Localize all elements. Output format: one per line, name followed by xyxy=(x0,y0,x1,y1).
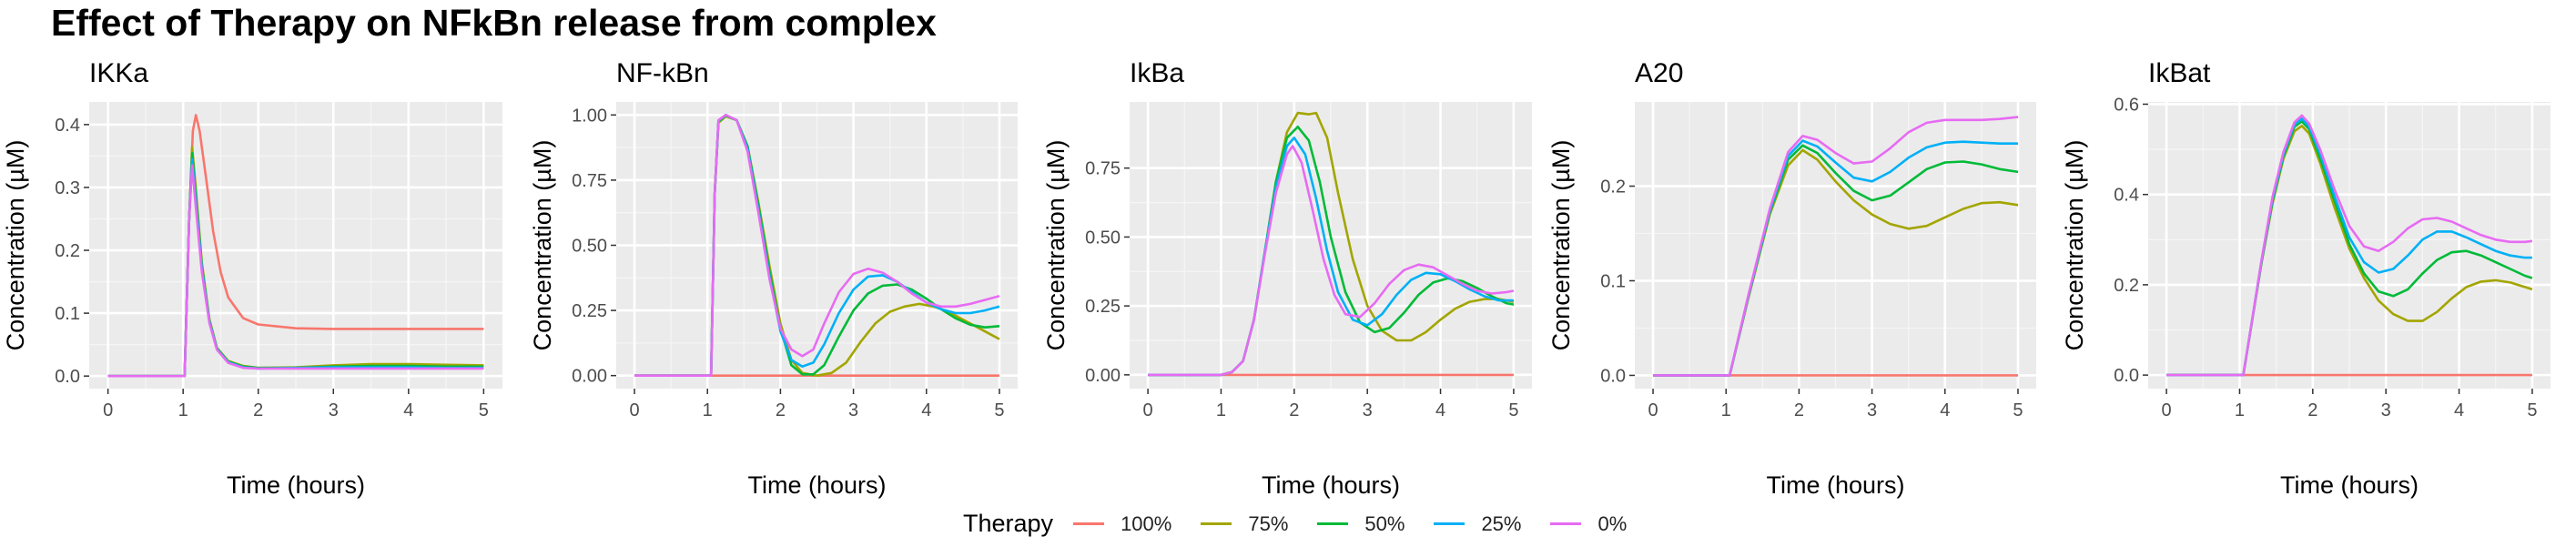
x-axis-label: Time (hours) xyxy=(2280,471,2419,499)
x-tick-label: 5 xyxy=(2527,400,2537,420)
legend-title: Therapy xyxy=(963,510,1054,537)
legend-swatch xyxy=(1434,522,1465,525)
y-tick-label: 0.50 xyxy=(572,237,607,257)
y-tick-label: 0.4 xyxy=(55,116,80,136)
x-tick-label: 5 xyxy=(479,400,489,420)
x-tick-label: 5 xyxy=(2013,400,2023,420)
panel-1: 0 1 2 3 4 5 0.0 0.1 0.2 0.3 0.4 IKKa Time (hours) Con… xyxy=(2,58,502,499)
y-tick-label: 0.1 xyxy=(1600,271,1626,291)
legend-item-25pct: 25% xyxy=(1434,512,1521,536)
panel-5: 0 1 2 3 4 5 0.0 0.2 0.4 0.6 IkBat Time (hours) Conce… xyxy=(2061,58,2551,499)
x-tick-label: 2 xyxy=(1289,400,1299,420)
x-axis-label: Time (hours) xyxy=(1766,471,1904,499)
x-tick-label: 2 xyxy=(776,400,786,420)
x-tick-label: 3 xyxy=(2381,400,2391,420)
legend-body: Therapy 100% 75% 50% 25% 0% xyxy=(963,510,1656,538)
panel-title: IKKa xyxy=(89,58,148,88)
x-axis-label: Time (hours) xyxy=(747,471,886,499)
x-tick-label: 0 xyxy=(629,400,639,420)
x-tick-label: 4 xyxy=(921,400,931,420)
figure-title: Effect of Therapy on NFkBn release from … xyxy=(51,2,937,44)
y-tick-label: 0.6 xyxy=(2114,95,2139,115)
legend-label: 50% xyxy=(1364,511,1405,535)
legend-label: 75% xyxy=(1248,511,1289,535)
legend-label: 0% xyxy=(1597,511,1628,535)
x-tick-label: 4 xyxy=(1940,400,1950,420)
panel-title: IkBa xyxy=(1130,58,1184,88)
panel-3: 0 1 2 3 4 5 0.00 0.25 0.50 0.75 IkBa Time (hours) Co… xyxy=(1042,58,1532,499)
y-tick-label: 0.2 xyxy=(55,241,80,261)
panel-4: 0 1 2 3 4 5 0.0 0.1 0.2 A20 Time (hours) Concentrat… xyxy=(1547,58,2036,499)
x-tick-label: 4 xyxy=(403,400,413,420)
series-line-0pct xyxy=(1653,116,2019,377)
y-tick-label: 0.0 xyxy=(1600,366,1626,386)
y-tick-label: 0.75 xyxy=(1085,159,1121,179)
x-tick-label: 1 xyxy=(1721,400,1731,420)
legend-item-75pct: 75% xyxy=(1201,512,1288,536)
y-tick-label: 0.0 xyxy=(2114,366,2139,386)
panel-title: NF-kBn xyxy=(616,58,709,88)
y-tick-label: 0.00 xyxy=(572,367,607,387)
x-tick-label: 4 xyxy=(1435,400,1445,420)
x-tick-label: 5 xyxy=(994,400,1004,420)
y-tick-label: 0.25 xyxy=(572,301,607,321)
y-axis-label: Concentration (µM) xyxy=(2,140,29,351)
x-tick-label: 3 xyxy=(1363,400,1373,420)
x-tick-label: 1 xyxy=(703,400,713,420)
series-line-0pct xyxy=(2166,114,2533,377)
y-tick-label: 0.2 xyxy=(2114,276,2139,296)
legend-item-50pct: 50% xyxy=(1317,512,1405,536)
x-tick-label: 1 xyxy=(178,400,188,420)
x-axis-label: Time (hours) xyxy=(1262,471,1400,499)
x-tick-label: 2 xyxy=(2307,400,2317,420)
y-tick-label: 0.75 xyxy=(572,171,607,191)
legend: Therapy 100% 75% 50% 25% 0% xyxy=(0,510,2576,555)
legend-label: 25% xyxy=(1481,511,1522,535)
y-tick-label: 0.50 xyxy=(1085,228,1121,248)
legend-item-100pct: 100% xyxy=(1073,512,1171,536)
y-tick-label: 0.3 xyxy=(55,178,80,198)
series-line-0pct xyxy=(1148,145,1515,377)
x-tick-label: 4 xyxy=(2454,400,2464,420)
y-tick-label: 0.2 xyxy=(1600,177,1626,197)
x-tick-label: 1 xyxy=(2235,400,2245,420)
y-axis-label: Concentration (µM) xyxy=(1547,140,1575,351)
legend-swatch xyxy=(1201,522,1232,525)
y-axis-label: Concentration (µM) xyxy=(1042,140,1070,351)
y-tick-label: 0.4 xyxy=(2114,186,2139,206)
y-axis-label: Concentration (µM) xyxy=(2061,140,2088,351)
y-tick-label: 0.1 xyxy=(55,304,80,324)
x-tick-label: 2 xyxy=(253,400,263,420)
panel-2: 0 1 2 3 4 5 0.00 0.25 0.50 0.75 1.00 NF-kBn Time (ho… xyxy=(529,58,1018,499)
x-tick-label: 3 xyxy=(848,400,858,420)
y-tick-label: 0.0 xyxy=(55,367,80,387)
x-tick-label: 0 xyxy=(1143,400,1153,420)
x-tick-label: 0 xyxy=(1648,400,1658,420)
panel-title: A20 xyxy=(1635,58,1683,88)
x-tick-label: 3 xyxy=(1867,400,1877,420)
legend-swatch xyxy=(1317,522,1349,525)
series-line-0pct xyxy=(634,114,1000,377)
legend-item-0pct: 0% xyxy=(1550,512,1627,536)
x-tick-label: 0 xyxy=(103,400,113,420)
x-axis-label: Time (hours) xyxy=(227,471,365,499)
y-tick-label: 0.00 xyxy=(1085,366,1121,386)
y-tick-label: 0.25 xyxy=(1085,297,1121,317)
legend-swatch xyxy=(1073,522,1105,525)
series-line-0pct xyxy=(107,164,484,378)
panel-title: IkBat xyxy=(2148,58,2211,88)
y-axis-label: Concentration (µM) xyxy=(529,140,556,351)
y-tick-label: 1.00 xyxy=(572,106,607,126)
x-tick-label: 3 xyxy=(329,400,339,420)
x-tick-label: 0 xyxy=(2162,400,2172,420)
x-tick-label: 5 xyxy=(1508,400,1518,420)
legend-swatch xyxy=(1550,522,1582,525)
x-tick-label: 2 xyxy=(1794,400,1804,420)
x-tick-label: 1 xyxy=(1216,400,1226,420)
legend-label: 100% xyxy=(1121,511,1172,535)
